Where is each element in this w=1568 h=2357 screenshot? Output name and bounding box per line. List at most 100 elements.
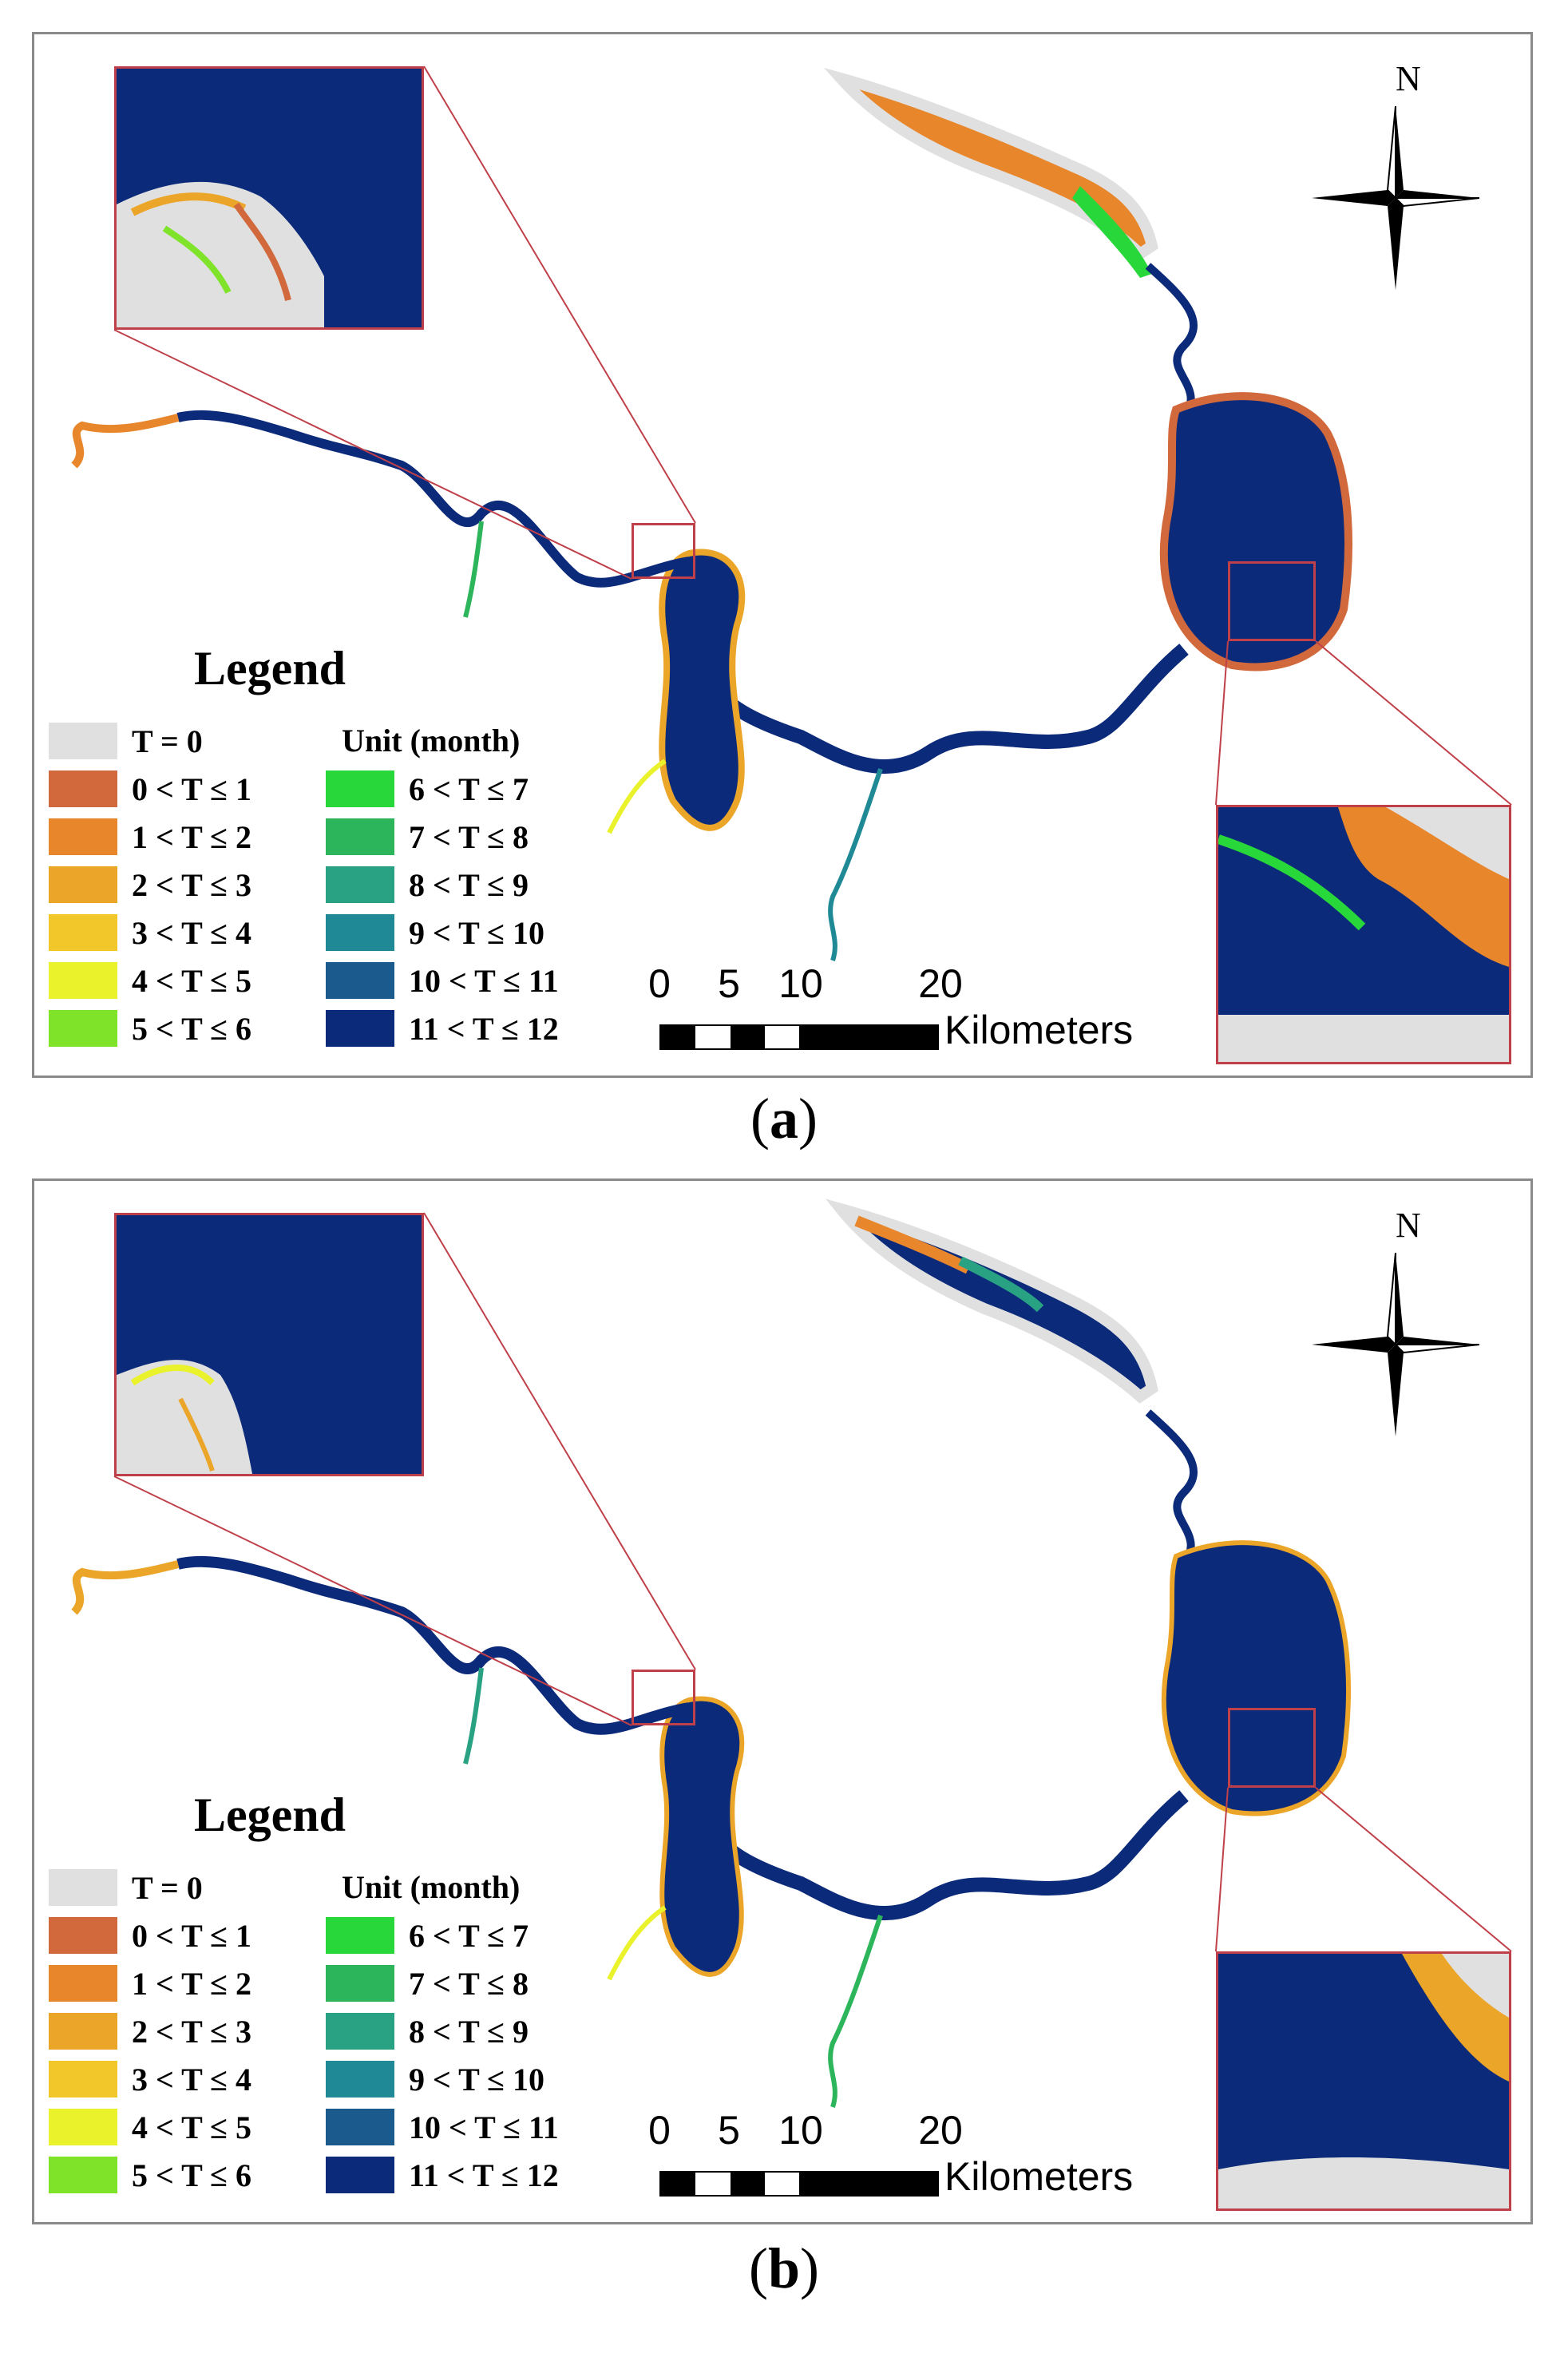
scale-tick-labels: 0 5 10 20 (648, 961, 984, 1006)
zoom-connector-lines-a (113, 65, 1512, 806)
legend-label: 0 < T ≤ 1 (132, 1917, 251, 1954)
legend-label: T = 0 (132, 1869, 203, 1906)
legend-title: Legend (194, 642, 346, 695)
legend-item: 11 < T ≤ 12 (326, 2151, 559, 2199)
legend-item: 1 < T ≤ 2 (49, 813, 251, 861)
legend-swatch (326, 1917, 394, 1954)
legend-label: 7 < T ≤ 8 (409, 818, 529, 855)
inset-map-east-a (1216, 805, 1511, 1064)
legend-label: 4 < T ≤ 5 (132, 2109, 251, 2145)
inset-map-west-b (114, 1213, 424, 1476)
legend-item: 1 < T ≤ 2 (49, 1959, 251, 2007)
legend-swatch (49, 962, 117, 999)
legend-label: 6 < T ≤ 7 (409, 770, 529, 807)
legend-swatch (49, 770, 117, 807)
inset-map-west-a (114, 66, 424, 330)
legend-swatch (49, 1869, 117, 1906)
legend-item: 4 < T ≤ 5 (49, 2103, 251, 2151)
north-label: N (1396, 1206, 1421, 1245)
legend-item: 3 < T ≤ 4 (49, 909, 251, 957)
legend-item: 7 < T ≤ 8 (326, 813, 559, 861)
legend-swatch (49, 2109, 117, 2145)
legend-item: 3 < T ≤ 4 (49, 2055, 251, 2103)
legend-item: 4 < T ≤ 5 (49, 957, 251, 1004)
legend-label: 7 < T ≤ 8 (409, 1965, 529, 2002)
legend-item: 0 < T ≤ 1 (49, 765, 251, 813)
legend-label: 11 < T ≤ 12 (409, 1010, 559, 1047)
legend-label: 9 < T ≤ 10 (409, 914, 544, 951)
scale-unit-label: Kilometers (944, 2154, 1134, 2199)
legend-label: 8 < T ≤ 9 (409, 2013, 529, 2050)
legend-title: Legend (194, 1789, 346, 1841)
legend-label: 10 < T ≤ 11 (409, 962, 559, 999)
legend-item: 5 < T ≤ 6 (49, 2151, 251, 2199)
legend-label: 1 < T ≤ 2 (132, 1965, 251, 2002)
legend-left-column: T = 0 0 < T ≤ 1 1 < T ≤ 2 2 < T ≤ 3 3 < … (49, 717, 251, 1052)
legend-label: 5 < T ≤ 6 (132, 2157, 251, 2193)
legend-label: 0 < T ≤ 1 (132, 770, 251, 807)
legend-swatch (326, 2061, 394, 2098)
north-arrow-icon (1312, 106, 1479, 290)
legend-item: 7 < T ≤ 8 (326, 1959, 559, 2007)
legend-swatch (49, 2157, 117, 2193)
scale-tick-labels: 0 5 10 20 (648, 2107, 984, 2153)
scale-tick: 20 (918, 961, 963, 1006)
legend-label: 9 < T ≤ 10 (409, 2061, 544, 2098)
legend-swatch (326, 1010, 394, 1047)
legend-swatch (49, 1965, 117, 2002)
zoom-connector-lines-b (113, 1212, 1512, 1952)
zoom-source-box-east (1228, 561, 1316, 641)
legend-swatch (326, 914, 394, 951)
scale-unit-label: Kilometers (944, 1008, 1134, 1052)
scale-tick: 5 (718, 961, 740, 1006)
zoom-source-box-west (632, 523, 695, 579)
legend-swatch (49, 818, 117, 855)
legend-unit-label: Unit (month) (342, 723, 521, 759)
scale-tick: 0 (648, 961, 671, 1006)
legend-swatch (49, 914, 117, 951)
inset-map-east-b (1216, 1951, 1511, 2211)
map-panel-a: N Legend T = 0 0 < T ≤ 1 1 < T ≤ 2 2 < T… (32, 32, 1533, 1078)
legend-label: 11 < T ≤ 12 (409, 2157, 559, 2193)
legend-swatch (49, 1917, 117, 1954)
reservoir-map-a (71, 67, 1352, 961)
legend-label: 6 < T ≤ 7 (409, 1917, 529, 1954)
legend-item: 8 < T ≤ 9 (326, 861, 559, 909)
legend-label: 8 < T ≤ 9 (409, 866, 529, 903)
legend-swatch (326, 962, 394, 999)
scale-tick: 5 (718, 2108, 740, 2153)
zoom-source-box-west (632, 1670, 695, 1725)
legend-item: T = 0 (49, 717, 251, 765)
legend-swatch (326, 866, 394, 903)
panel-caption-a: (a) (750, 1087, 818, 1151)
legend-item: 6 < T ≤ 7 (326, 1911, 559, 1959)
legend-label: 1 < T ≤ 2 (132, 818, 251, 855)
legend-item: 11 < T ≤ 12 (326, 1004, 559, 1052)
panel-caption-b: (b) (748, 2236, 819, 2300)
legend-swatch (326, 770, 394, 807)
legend-right-column: Unit (month) 6 < T ≤ 7 7 < T ≤ 8 8 < T ≤… (326, 1864, 559, 2199)
legend-item: 6 < T ≤ 7 (326, 765, 559, 813)
north-label: N (1396, 59, 1421, 98)
legend-swatch (49, 2061, 117, 2098)
legend-label: 3 < T ≤ 4 (132, 2061, 251, 2098)
legend-label: 10 < T ≤ 11 (409, 2109, 559, 2145)
legend-item: 2 < T ≤ 3 (49, 861, 251, 909)
legend-swatch (326, 1965, 394, 2002)
legend-swatch (49, 1010, 117, 1047)
scale-bar (659, 2171, 939, 2197)
zoom-source-box-east (1228, 1708, 1316, 1788)
legend-label: 4 < T ≤ 5 (132, 962, 251, 999)
legend-swatch (326, 2109, 394, 2145)
map-panel-b: N Legend T = 0 0 < T ≤ 1 1 < T ≤ 2 2 < T… (32, 1178, 1533, 2224)
legend-swatch (49, 723, 117, 759)
legend-left-column: T = 0 0 < T ≤ 1 1 < T ≤ 2 2 < T ≤ 3 3 < … (49, 1864, 251, 2199)
legend-label: 2 < T ≤ 3 (132, 866, 251, 903)
legend-swatch (49, 866, 117, 903)
legend-swatch (326, 2013, 394, 2050)
reservoir-map-b (71, 1198, 1351, 2108)
legend-unit-label: Unit (month) (342, 1869, 521, 1905)
legend-item: 9 < T ≤ 10 (326, 909, 559, 957)
legend-swatch (326, 2157, 394, 2193)
scale-tick: 10 (778, 2108, 823, 2153)
